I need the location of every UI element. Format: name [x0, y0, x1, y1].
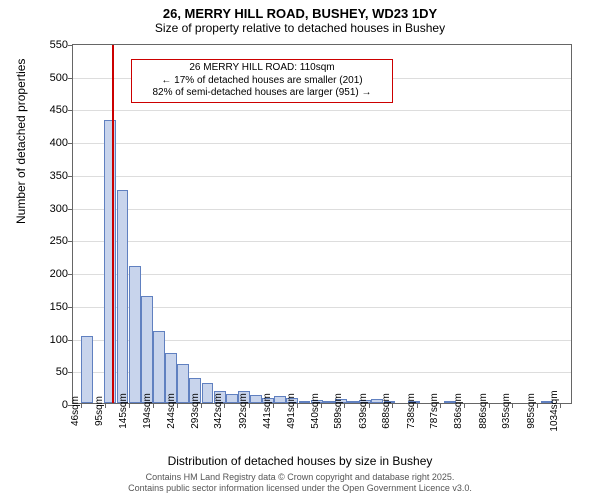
footer-line-1: Contains HM Land Registry data © Crown c…	[0, 472, 600, 483]
x-tick	[560, 403, 561, 408]
y-tick-label: 50	[33, 366, 68, 378]
x-tick	[344, 403, 345, 408]
grid-line	[73, 110, 571, 111]
x-tick-label: 95sqm	[94, 396, 105, 426]
x-tick-label: 935sqm	[501, 393, 512, 429]
x-tick-label: 738sqm	[406, 393, 417, 429]
x-tick	[512, 403, 513, 408]
x-tick	[440, 403, 441, 408]
x-tick-label: 540sqm	[310, 393, 321, 429]
histogram-bar	[226, 394, 238, 403]
chart-title-main: 26, MERRY HILL ROAD, BUSHEY, WD23 1DY	[0, 0, 600, 21]
histogram-bar	[104, 120, 116, 403]
histogram-bar	[153, 331, 165, 403]
x-tick-label: 639sqm	[358, 393, 369, 429]
grid-line	[73, 176, 571, 177]
histogram-bar	[274, 396, 286, 403]
y-axis-title: Number of detached properties	[14, 59, 28, 224]
chart-container: 26, MERRY HILL ROAD, BUSHEY, WD23 1DY Si…	[0, 0, 600, 500]
chart-title-sub: Size of property relative to detached ho…	[0, 21, 600, 37]
x-tick-label: 985sqm	[526, 393, 537, 429]
footer-line-2: Contains public sector information licen…	[0, 483, 600, 494]
x-tick-label: 392sqm	[238, 393, 249, 429]
x-tick-label: 787sqm	[429, 393, 440, 429]
y-tick-label: 350	[33, 170, 68, 182]
y-tick	[68, 110, 73, 111]
histogram-bar	[81, 336, 93, 403]
y-tick-label: 500	[33, 72, 68, 84]
x-tick-label: 293sqm	[190, 393, 201, 429]
y-tick-label: 150	[33, 301, 68, 313]
x-tick	[464, 403, 465, 408]
y-tick-label: 0	[33, 399, 68, 411]
x-tick-label: 342sqm	[213, 393, 224, 429]
y-tick	[68, 372, 73, 373]
y-tick	[68, 143, 73, 144]
y-tick	[68, 45, 73, 46]
footer-attribution: Contains HM Land Registry data © Crown c…	[0, 472, 600, 494]
grid-line	[73, 209, 571, 210]
x-tick-label: 46sqm	[70, 396, 81, 426]
y-tick	[68, 241, 73, 242]
x-tick-label: 589sqm	[333, 393, 344, 429]
y-tick-label: 550	[33, 39, 68, 51]
x-tick	[177, 403, 178, 408]
x-tick-label: 244sqm	[166, 393, 177, 429]
grid-line	[73, 143, 571, 144]
y-tick	[68, 209, 73, 210]
x-tick-label: 441sqm	[262, 393, 273, 429]
x-tick-label: 194sqm	[142, 393, 153, 429]
y-tick	[68, 78, 73, 79]
annotation-line-1: 26 MERRY HILL ROAD: 110sqm	[136, 62, 388, 75]
x-tick-label: 145sqm	[118, 393, 129, 429]
histogram-bar	[299, 401, 311, 403]
annotation-box: 26 MERRY HILL ROAD: 110sqm ← 17% of deta…	[131, 59, 393, 103]
reference-line	[112, 45, 114, 403]
x-tick-label: 886sqm	[478, 393, 489, 429]
x-tick-label: 836sqm	[453, 393, 464, 429]
y-tick	[68, 176, 73, 177]
y-tick-label: 300	[33, 203, 68, 215]
histogram-bar	[129, 266, 141, 403]
histogram-bar	[202, 383, 214, 403]
x-tick	[392, 403, 393, 408]
y-tick-label: 200	[33, 268, 68, 280]
histogram-bar	[117, 190, 129, 403]
x-tick-label: 1034sqm	[549, 390, 560, 431]
histogram-bar	[177, 364, 189, 403]
histogram-bar	[141, 296, 153, 403]
histogram-bar	[250, 395, 262, 403]
y-tick	[68, 307, 73, 308]
x-axis-title: Distribution of detached houses by size …	[0, 454, 600, 468]
x-tick	[224, 403, 225, 408]
annotation-line-2: ← 17% of detached houses are smaller (20…	[136, 75, 388, 88]
y-tick-label: 400	[33, 137, 68, 149]
grid-line	[73, 241, 571, 242]
annotation-line-3: 82% of semi-detached houses are larger (…	[136, 87, 388, 100]
x-tick-label: 491sqm	[286, 393, 297, 429]
y-tick-label: 450	[33, 104, 68, 116]
y-tick	[68, 340, 73, 341]
grid-line	[73, 274, 571, 275]
plot-area: 05010015020025030035040045050055046sqm95…	[72, 44, 572, 404]
y-tick	[68, 274, 73, 275]
x-tick-label: 688sqm	[381, 393, 392, 429]
y-tick-label: 100	[33, 334, 68, 346]
y-tick-label: 250	[33, 235, 68, 247]
